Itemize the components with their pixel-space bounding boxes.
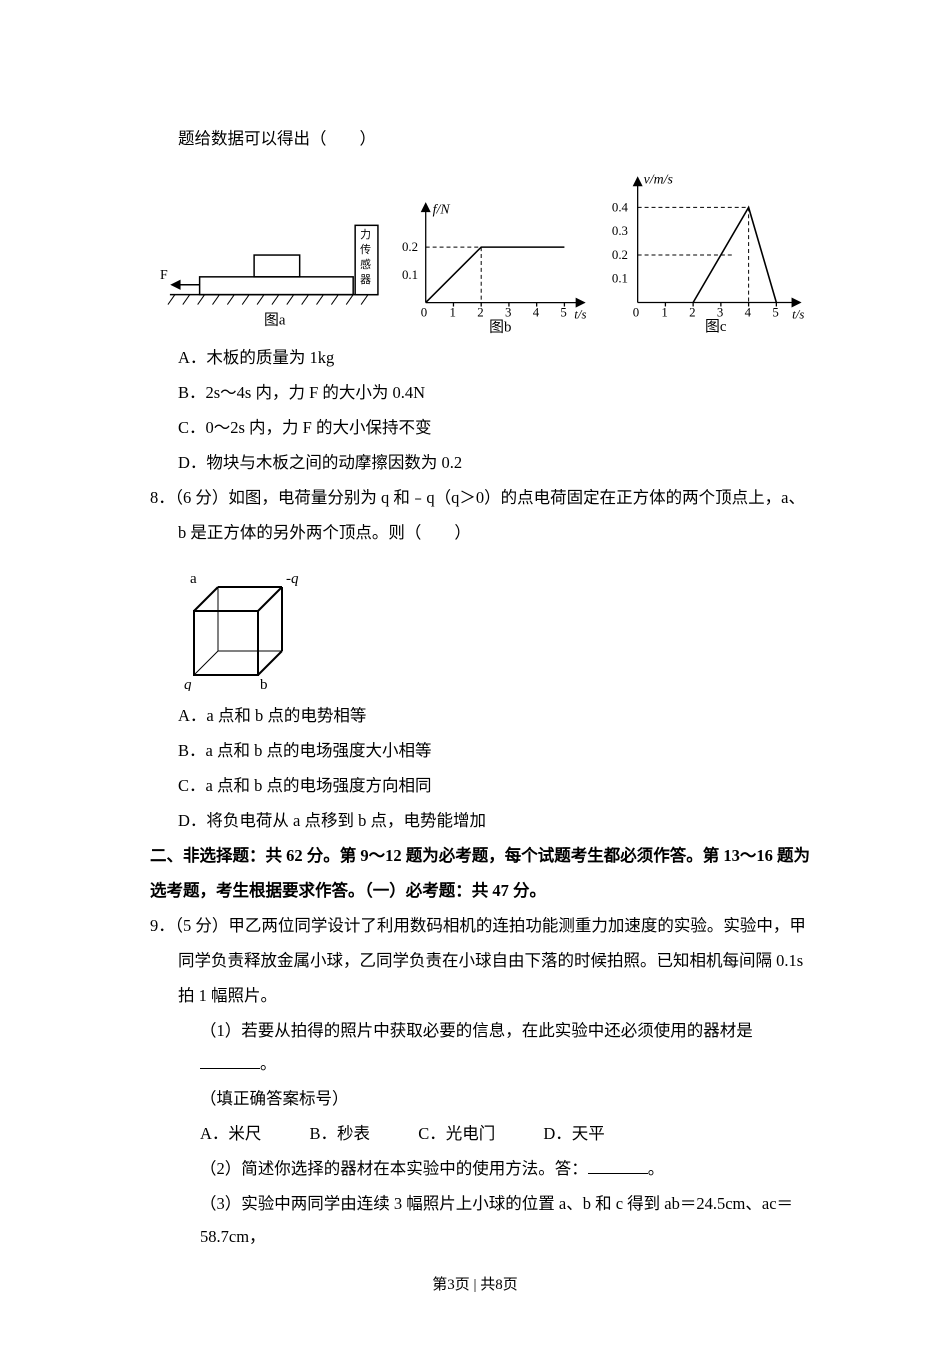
q7-opt-B: B．2s～4s 内，力 F 的大小为 0.4N	[150, 376, 810, 409]
s2: 传	[360, 243, 371, 256]
b-y1: 0.1	[402, 268, 418, 282]
q8-figure: a -q q b	[150, 551, 810, 697]
blank-1[interactable]	[200, 1052, 260, 1070]
cx3: 3	[717, 305, 723, 319]
cy3: 0.3	[612, 224, 628, 238]
q7-opt-D: D．物块与木板之间的动摩擦因数为 0.2	[150, 446, 810, 479]
bx2: 2	[477, 305, 483, 319]
cx1: 1	[661, 305, 667, 319]
q9-l3: 拍 1 幅照片。	[150, 979, 810, 1012]
q9-p1b: 。	[260, 1054, 277, 1073]
q8-stem-l2: b 是正方体的另外两个顶点。则（ ）	[150, 516, 810, 549]
cx0: 0	[633, 305, 639, 319]
page-footer: 第3页 | 共8页	[0, 1270, 950, 1300]
lbl-b: b	[260, 677, 268, 691]
bx1: 1	[449, 305, 455, 319]
cx4: 4	[745, 305, 752, 319]
q9-l2: 同学负责释放金属小球，乙同学负责在小球自由下落的时候拍照。已知相机每间隔 0.1…	[150, 944, 810, 977]
q9-p1: （1）若要从拍得的照片中获取必要的信息，在此实验中还必须使用的器材是。	[150, 1014, 810, 1080]
bx4: 4	[533, 305, 540, 319]
fig-c: v/m/s t/s 0.4 0.3 0.2 0.1 0 1 2 3 4 5 图c	[602, 165, 810, 335]
q9-opt-A: A．米尺	[200, 1117, 261, 1150]
q9-p2a: （2）简述你选择的器材在本实验中的使用方法。答：	[200, 1159, 588, 1178]
lbl-nq: -q	[286, 571, 299, 587]
section2-l1: 二、非选择题：共 62 分。第 9～12 题为必考题，每个试题考生都必须作答。第…	[150, 839, 810, 872]
q9-p1c: （填正确答案标号）	[150, 1082, 810, 1115]
q9-opt-C: C．光电门	[418, 1117, 495, 1150]
fig-b-xlab: t/s	[574, 307, 586, 321]
q8-opt-A: A．a 点和 b 点的电势相等	[150, 699, 810, 732]
bx0: 0	[421, 305, 427, 319]
fig-a: F 力 传 感 器 图a	[160, 185, 388, 335]
s3: 感	[360, 258, 371, 271]
q9-p1a: （1）若要从拍得的照片中获取必要的信息，在此实验中还必须使用的器材是	[200, 1021, 753, 1040]
q7-stem-tail: 题给数据可以得出（ ）	[150, 122, 810, 155]
cy1: 0.1	[612, 272, 628, 286]
b-y2: 0.2	[402, 240, 418, 254]
q7-figures: F 力 传 感 器 图a f/N	[150, 157, 810, 339]
lbl-q: q	[184, 677, 192, 691]
fig-a-caption: 图a	[264, 312, 286, 328]
fig-c-ylab: v/m/s	[644, 172, 673, 187]
bx5: 5	[560, 305, 566, 319]
q9-opt-D: D．天平	[543, 1117, 604, 1150]
fig-b-ylab: f/N	[432, 201, 450, 216]
q9-p2b: 。	[648, 1159, 665, 1178]
q9-opt-B: B．秒表	[310, 1117, 371, 1150]
fig-b-caption: 图b	[489, 319, 511, 335]
s1: 力	[360, 228, 371, 241]
cx2: 2	[689, 305, 695, 319]
blank-2[interactable]	[588, 1157, 648, 1175]
section2-l2: 选考题，考生根据要求作答。（一）必考题：共 47 分。	[150, 874, 810, 907]
lbl-a: a	[190, 571, 197, 587]
q9-opts: A．米尺 B．秒表 C．光电门 D．天平	[150, 1117, 810, 1150]
q9-p3: （3）实验中两同学由连续 3 幅照片上小球的位置 a、b 和 c 得到 ab＝2…	[150, 1187, 810, 1253]
q7-opt-C: C．0～2s 内，力 F 的大小保持不变	[150, 411, 810, 444]
fig-a-F: F	[160, 267, 168, 282]
s4: 器	[360, 273, 371, 286]
cy4: 0.4	[612, 200, 629, 214]
q9-p2: （2）简述你选择的器材在本实验中的使用方法。答： 。	[150, 1152, 810, 1185]
fig-c-xlab: t/s	[792, 307, 804, 321]
q8-opt-C: C．a 点和 b 点的电场强度方向相同	[150, 769, 810, 802]
page: 题给数据可以得出（ ）	[0, 0, 950, 1345]
q9-l1: 9．（5 分）甲乙两位同学设计了利用数码相机的连拍功能测重力加速度的实验。实验中…	[150, 909, 810, 942]
q8-opt-B: B．a 点和 b 点的电场强度大小相等	[150, 734, 810, 767]
q7-opt-A: A．木板的质量为 1kg	[150, 341, 810, 374]
cy2: 0.2	[612, 248, 628, 262]
bx3: 3	[505, 305, 511, 319]
q8-opt-D: D．将负电荷从 a 点移到 b 点，电势能增加	[150, 804, 810, 837]
fig-c-caption: 图c	[705, 319, 727, 335]
cx5: 5	[772, 305, 778, 319]
q8-stem-l1: 8．（6 分）如图，电荷量分别为 q 和﹣q（q＞0）的点电荷固定在正方体的两个…	[150, 481, 810, 514]
fig-b: f/N t/s 0.2 0.1 0 1 2 3 4 5 图b	[396, 185, 594, 335]
